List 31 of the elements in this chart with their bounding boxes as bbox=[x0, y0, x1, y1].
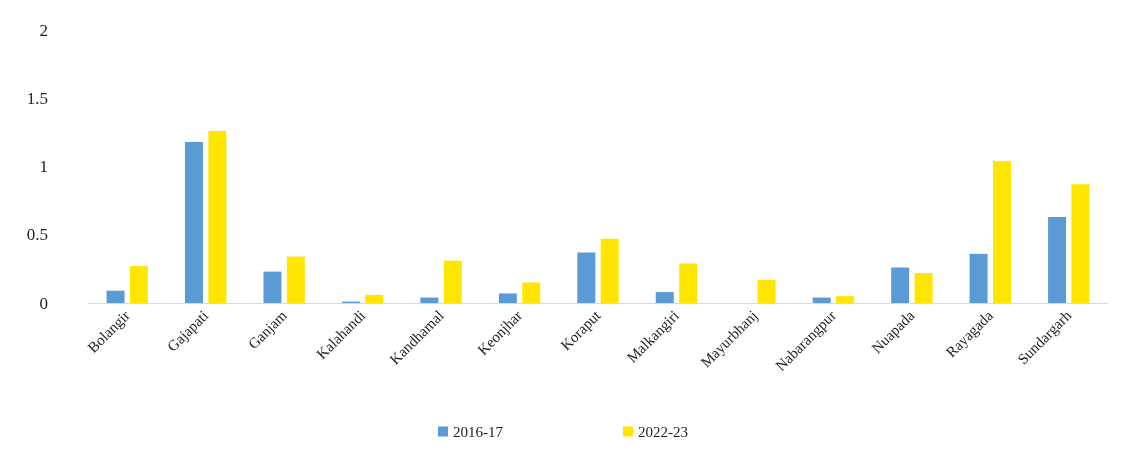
bar bbox=[522, 282, 541, 303]
bar bbox=[600, 238, 619, 303]
bar bbox=[129, 266, 148, 303]
bar bbox=[577, 252, 596, 303]
bar bbox=[365, 294, 384, 303]
bar bbox=[498, 293, 517, 303]
bar bbox=[443, 260, 462, 303]
bar bbox=[969, 253, 988, 303]
y-tick-label: 0.5 bbox=[26, 225, 48, 245]
bar bbox=[420, 297, 439, 303]
bar bbox=[891, 267, 910, 303]
bar bbox=[184, 141, 203, 303]
bar bbox=[1071, 184, 1090, 303]
y-tick-label: 1 bbox=[39, 157, 48, 176]
y-tick-label: 1.5 bbox=[26, 88, 48, 108]
bar bbox=[812, 297, 831, 303]
bar bbox=[1048, 217, 1067, 303]
bar bbox=[836, 296, 855, 303]
bar bbox=[757, 279, 776, 303]
bar bbox=[263, 271, 282, 303]
bar bbox=[208, 131, 227, 303]
legend-label: 2022-23 bbox=[638, 423, 688, 440]
bar bbox=[679, 263, 698, 303]
bar bbox=[993, 161, 1012, 303]
legend-label: 2016-17 bbox=[453, 423, 504, 440]
bar bbox=[106, 290, 125, 303]
y-tick-label: 2 bbox=[39, 20, 48, 40]
bar bbox=[914, 272, 933, 303]
bar bbox=[655, 292, 674, 303]
bar bbox=[286, 256, 305, 303]
y-tick-label: 0 bbox=[39, 293, 48, 313]
